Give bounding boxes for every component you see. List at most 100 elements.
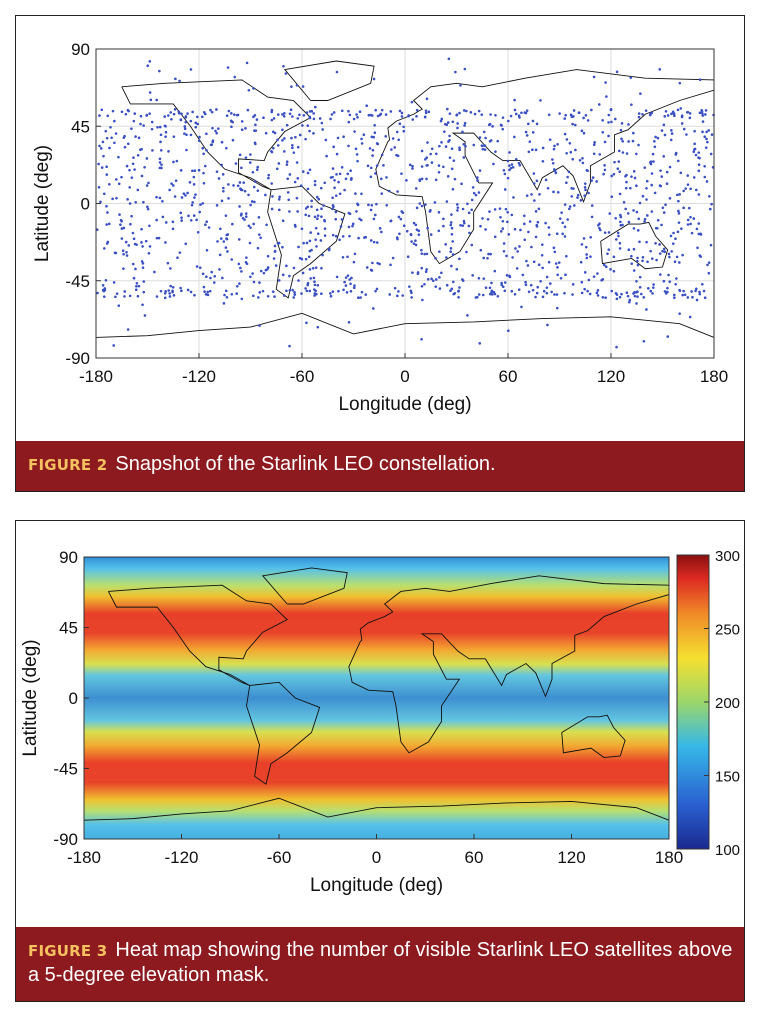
satellite-dot — [205, 248, 209, 252]
satellite-dot — [315, 245, 318, 248]
satellite-dot — [358, 110, 362, 114]
satellite-dot — [686, 183, 690, 186]
satellite-dot — [613, 160, 616, 164]
satellite-dot — [442, 224, 445, 228]
satellite-dot — [616, 167, 620, 170]
satellite-dot — [399, 217, 403, 221]
satellite-dot — [271, 290, 275, 293]
satellite-dot — [654, 135, 657, 139]
satellite-dot — [99, 147, 103, 150]
chart: -180 -120 -60 0 60 120 180-90-4504590Longitude… — [32, 40, 728, 415]
satellite-dot — [117, 182, 121, 186]
satellite-dot — [271, 130, 275, 134]
satellite-dot — [458, 286, 461, 289]
x-tick-label: 60 — [499, 367, 518, 386]
satellite-dot — [535, 225, 539, 228]
satellite-dot — [333, 186, 336, 190]
satellite-dot — [266, 294, 270, 298]
satellite-dot — [255, 168, 259, 171]
satellite-dot — [309, 231, 312, 234]
satellite-dot — [660, 223, 663, 227]
satellite-dot — [249, 226, 252, 229]
x-tick-label: 180 — [700, 367, 728, 386]
satellite-dot — [675, 255, 679, 259]
satellite-dot — [148, 60, 152, 63]
satellite-dot — [418, 178, 422, 181]
satellite-dot — [331, 196, 334, 200]
satellite-dot — [656, 136, 660, 140]
satellite-dot — [135, 284, 138, 288]
satellite-dot — [618, 247, 622, 250]
satellite-dot — [240, 120, 244, 123]
satellite-dot — [306, 124, 310, 127]
satellite-dot — [222, 186, 225, 190]
satellite-dot — [458, 146, 461, 150]
satellite-dot — [298, 133, 302, 137]
satellite-dot — [615, 297, 619, 301]
satellite-dot — [368, 147, 372, 150]
satellite-dot — [655, 258, 658, 262]
satellite-dot — [513, 292, 517, 296]
satellite-dot — [331, 290, 335, 293]
satellite-dot — [210, 270, 213, 274]
satellite-dot — [529, 283, 533, 287]
satellite-dot — [503, 188, 507, 191]
satellite-dot — [604, 81, 607, 84]
satellite-dot — [615, 345, 618, 349]
satellite-dot — [168, 295, 172, 298]
satellite-dot — [332, 205, 335, 208]
satellite-dot — [677, 159, 680, 163]
satellite-dot — [115, 178, 118, 181]
satellite-dot — [546, 186, 550, 190]
satellite-dot — [202, 152, 205, 156]
satellite-dot — [331, 233, 335, 237]
satellite-dot — [607, 248, 611, 251]
satellite-dot — [638, 285, 642, 289]
satellite-dot — [633, 291, 636, 294]
satellite-dot — [627, 220, 631, 224]
satellite-dot — [477, 191, 481, 194]
satellite-dot — [625, 291, 629, 294]
satellite-dot — [678, 312, 681, 315]
satellite-dot — [466, 314, 469, 317]
satellite-dot — [245, 61, 249, 65]
satellite-dot — [305, 241, 309, 245]
satellite-dot — [225, 233, 229, 237]
satellite-dot — [98, 144, 101, 148]
satellite-dot — [684, 187, 687, 190]
x-tick-label: 0 — [372, 848, 381, 867]
satellite-dot — [252, 280, 256, 284]
satellite-dot — [238, 205, 241, 208]
satellite-dot — [624, 186, 628, 190]
satellite-dot — [500, 281, 503, 285]
satellite-dot — [437, 164, 441, 167]
satellite-dot — [329, 117, 332, 121]
satellite-dot — [161, 199, 164, 203]
satellite-dot — [532, 260, 536, 264]
satellite-dot — [285, 264, 288, 268]
satellite-dot — [217, 177, 221, 180]
satellite-dot — [350, 276, 353, 280]
satellite-dot — [128, 186, 132, 189]
satellite-dot — [341, 235, 345, 238]
satellite-dot — [156, 125, 159, 129]
satellite-dot — [365, 104, 368, 108]
satellite-dot — [435, 152, 438, 156]
satellite-dot — [334, 234, 338, 238]
satellite-dot — [463, 121, 467, 125]
satellite-dot — [695, 227, 699, 231]
coastline — [261, 567, 348, 605]
satellite-dot — [674, 153, 678, 156]
satellite-dot — [321, 128, 324, 131]
satellite-dot — [547, 226, 551, 229]
satellite-dot — [624, 207, 627, 211]
satellite-dot — [315, 208, 319, 212]
colorbar-tick-label: 100 — [715, 842, 740, 859]
satellite-dot — [396, 154, 400, 158]
satellite-dot — [245, 262, 249, 266]
satellite-dot — [179, 286, 182, 290]
satellite-dot — [301, 85, 305, 88]
satellite-dot — [333, 178, 336, 182]
satellite-dot — [585, 168, 589, 172]
satellite-dot — [480, 144, 484, 147]
